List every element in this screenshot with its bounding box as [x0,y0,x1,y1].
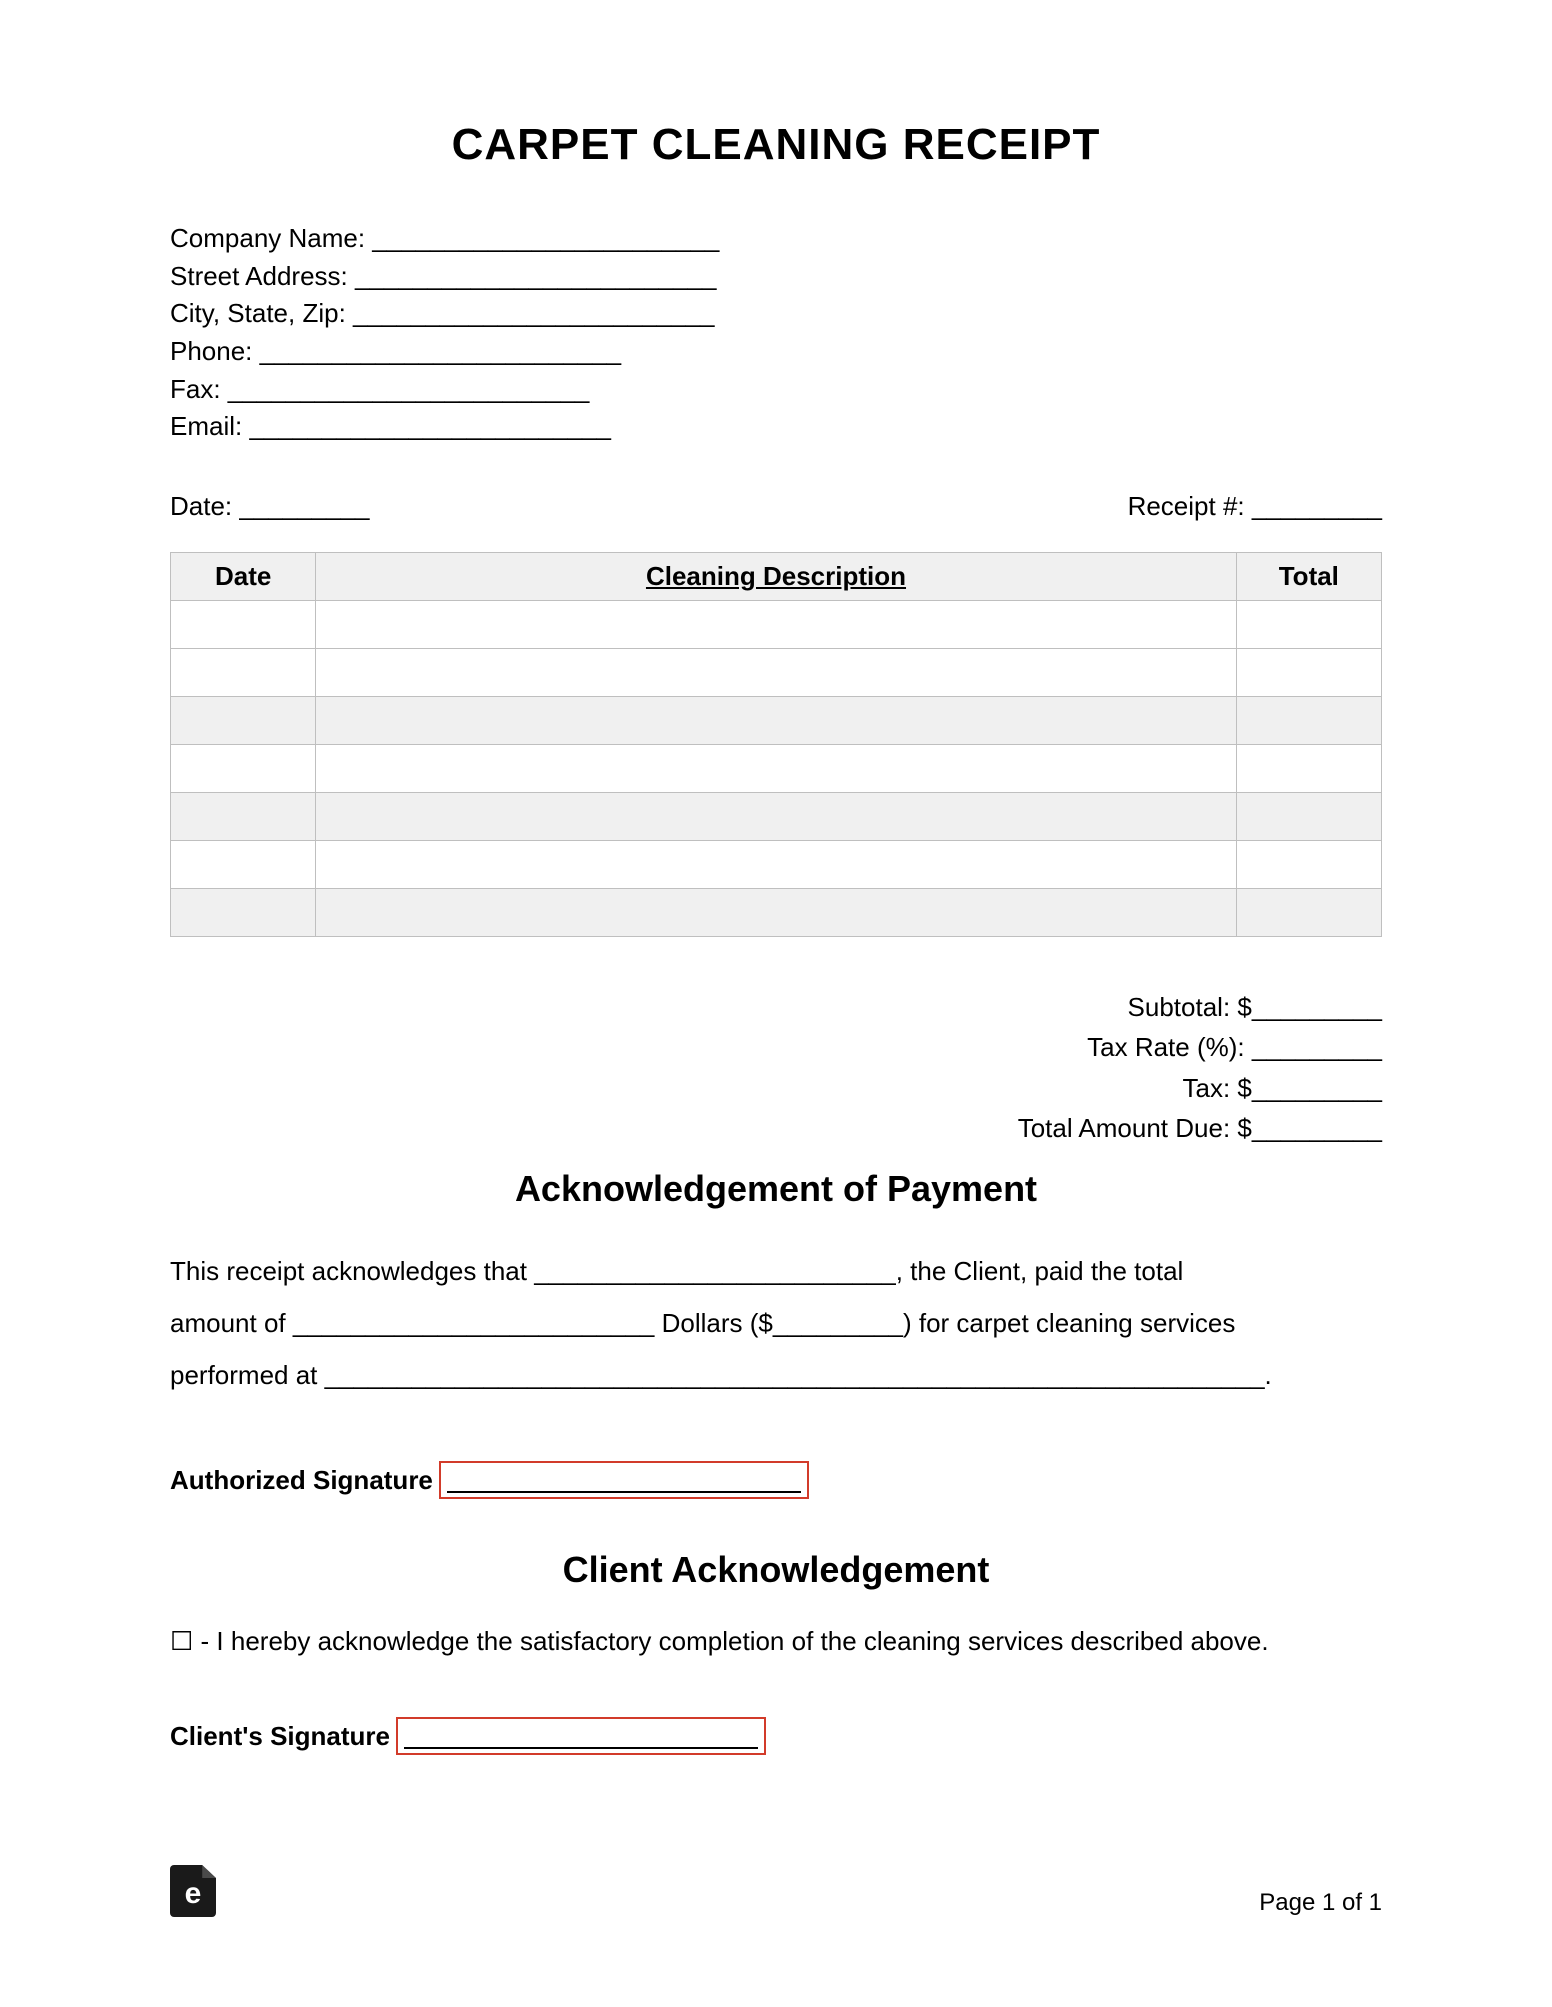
table-row[interactable] [171,745,1382,793]
table-row[interactable] [171,889,1382,937]
tax-field[interactable]: Tax: $_________ [170,1068,1382,1108]
client-ack-heading: Client Acknowledgement [170,1549,1382,1591]
tax-rate-field[interactable]: Tax Rate (%): _________ [170,1027,1382,1067]
brand-logo-icon: e [170,1865,216,1917]
total-due-field[interactable]: Total Amount Due: $_________ [170,1108,1382,1148]
location-blank[interactable]: ________________________________________… [325,1360,1265,1390]
th-date: Date [171,553,316,601]
table-row[interactable] [171,697,1382,745]
company-name-field[interactable]: Company Name: ________________________ [170,220,1382,258]
table-header-row: Date Cleaning Description Total [171,553,1382,601]
authorized-signature-line: Authorized Signature [170,1461,1382,1499]
table-row[interactable] [171,841,1382,889]
street-address-field[interactable]: Street Address: ________________________… [170,258,1382,296]
page-footer: e Page 1 of 1 [170,1865,1382,1917]
document-page: CARPET CLEANING RECEIPT Company Name: __… [0,0,1552,2007]
table-row[interactable] [171,601,1382,649]
amount-num-blank[interactable]: _________ [773,1308,903,1338]
city-state-zip-field[interactable]: City, State, Zip: ______________________… [170,295,1382,333]
table-row[interactable] [171,649,1382,697]
subtotal-field[interactable]: Subtotal: $_________ [170,987,1382,1027]
company-info-block: Company Name: ________________________ S… [170,220,1382,446]
client-signature-line: Client's Signature [170,1717,1382,1755]
client-ack-checkbox-line[interactable]: ☐ - I hereby acknowledge the satisfactor… [170,1626,1382,1657]
page-title: CARPET CLEANING RECEIPT [170,120,1382,170]
auth-sig-label: Authorized Signature [170,1465,433,1496]
page-number: Page 1 of 1 [1259,1889,1382,1917]
date-receipt-row: Date: _________ Receipt #: _________ [170,491,1382,522]
authorized-signature-box[interactable] [439,1461,809,1499]
table-body [171,601,1382,937]
client-name-blank[interactable]: _________________________ [534,1256,896,1286]
table-row[interactable] [171,793,1382,841]
client-signature-box[interactable] [396,1717,766,1755]
receipt-number-field[interactable]: Receipt #: _________ [1128,491,1382,522]
services-table: Date Cleaning Description Total [170,552,1382,937]
th-total: Total [1236,553,1381,601]
ack-paragraph: This receipt acknowledges that _________… [170,1245,1382,1401]
fax-field[interactable]: Fax: _________________________ [170,371,1382,409]
phone-field[interactable]: Phone: _________________________ [170,333,1382,371]
th-description: Cleaning Description [316,553,1236,601]
date-field[interactable]: Date: _________ [170,491,370,522]
email-field[interactable]: Email: _________________________ [170,408,1382,446]
amount-words-blank[interactable]: _________________________ [293,1308,655,1338]
totals-block: Subtotal: $_________ Tax Rate (%): _____… [170,987,1382,1148]
client-sig-label: Client's Signature [170,1721,390,1752]
ack-heading: Acknowledgement of Payment [170,1168,1382,1210]
